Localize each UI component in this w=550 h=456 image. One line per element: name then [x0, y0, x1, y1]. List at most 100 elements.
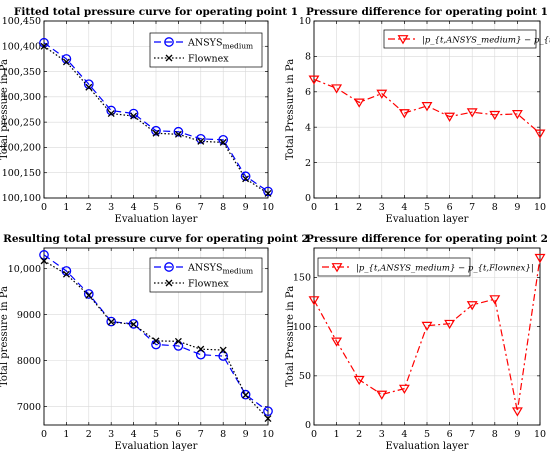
x-axis-label: Evaluation layer	[386, 441, 469, 452]
data-point	[466, 301, 478, 311]
legend-label: |p_{t,ANSYS_medium} − p_{t,Flownex}|	[422, 36, 550, 46]
x-tick-label: 9	[514, 429, 520, 440]
x-tick-label: 2	[86, 429, 92, 440]
series-2	[40, 42, 272, 197]
x-tick-label: 5	[153, 202, 159, 213]
y-axis-label: Total Pressure in Pa	[285, 59, 296, 160]
series-line	[43, 260, 269, 419]
y-tick-label: 100,200	[2, 143, 41, 154]
data-point	[534, 253, 546, 264]
y-axis-label: Total pressure in Pa	[0, 286, 10, 387]
data-point	[421, 102, 433, 112]
data-point	[219, 138, 227, 146]
data-point	[353, 98, 365, 108]
data-point	[174, 337, 182, 345]
data-point	[197, 137, 205, 145]
data-point	[219, 346, 227, 354]
x-tick-label: 8	[492, 429, 498, 440]
x-tick-label: 6	[447, 202, 453, 213]
data-point	[263, 406, 273, 417]
legend-box	[149, 32, 263, 68]
data-point	[398, 109, 410, 119]
x-tick-label: 2	[86, 202, 92, 213]
legend: ANSYSmedium Flownex	[149, 32, 263, 68]
legend-marker	[164, 262, 174, 272]
data-point	[107, 110, 115, 118]
data-point	[398, 384, 410, 394]
data-point	[195, 349, 206, 360]
data-point	[308, 75, 320, 85]
legend: |p_{t,ANSYS_medium} − p_{t,Flownex}|	[383, 29, 550, 49]
x-axis-label: Evaluation layer	[115, 214, 198, 225]
x-tick-label: 1	[334, 429, 340, 440]
x-tick-label: 1	[63, 202, 69, 213]
y-tick-label: 0	[305, 193, 311, 204]
legend: |p_{t,ANSYS_medium} − p_{t,Flownex}|	[317, 257, 534, 277]
data-point	[264, 189, 272, 197]
x-tick-label: 3	[379, 429, 385, 440]
data-point	[242, 391, 250, 399]
y-tick-label: 0	[305, 420, 311, 431]
y-tick-label: 8000	[17, 356, 41, 367]
y-tick-label: 7000	[17, 402, 41, 413]
x-tick-label: 10	[534, 429, 546, 440]
data-point	[218, 351, 229, 361]
x-tick-label: 8	[492, 202, 498, 213]
data-point	[264, 415, 272, 423]
data-point	[128, 108, 139, 119]
data-point	[130, 112, 138, 120]
data-point	[240, 171, 251, 182]
series-line	[43, 254, 269, 412]
legend: ANSYSmedium Flownex	[149, 257, 263, 293]
legend-marker	[165, 279, 173, 287]
x-tick-label: 2	[356, 202, 362, 213]
x-tick-label: 0	[41, 429, 47, 440]
legend-box	[149, 257, 263, 293]
y-tick-label: 9000	[17, 310, 41, 321]
x-axis-label: Evaluation layer	[115, 441, 198, 452]
x-tick-label: 7	[198, 202, 204, 213]
x-tick-label: 5	[153, 429, 159, 440]
data-point	[174, 130, 182, 138]
data-point	[466, 108, 478, 118]
chart-panel-1: 0 1 2 3 4 5 6 7 8 9 10 100,100 100,150 100,200 100,250…	[0, 6, 298, 225]
x-axis-label: Evaluation layer	[386, 214, 469, 225]
x-tick-label: 5	[424, 429, 430, 440]
legend-label: |p_{t,ANSYS_medium} − p_{t,Flownex}|	[356, 264, 534, 274]
x-tick-label: 0	[311, 202, 317, 213]
y-tick-label: 10,000	[8, 264, 41, 275]
data-point	[106, 105, 117, 116]
series-line	[313, 257, 541, 412]
y-axis-label: Total Pressure in Pa	[285, 286, 296, 387]
legend-box	[317, 257, 471, 277]
legend-marker	[331, 263, 343, 273]
x-tick-label: 4	[131, 202, 137, 213]
data-point	[106, 316, 117, 327]
data-point	[376, 390, 388, 400]
x-tick-label: 3	[108, 202, 114, 213]
data-point	[240, 389, 251, 400]
x-tick-label: 0	[311, 429, 317, 440]
y-axis-label: Total pressure in Pa	[0, 59, 10, 160]
series-line	[43, 42, 269, 192]
data-point	[421, 321, 433, 332]
y-tick-label: 10	[299, 16, 311, 27]
data-point	[242, 175, 250, 183]
data-point	[173, 126, 184, 137]
legend-label: ANSYSmedium	[187, 263, 253, 276]
data-point	[83, 79, 94, 90]
x-tick-label: 6	[175, 429, 181, 440]
x-tick-label: 9	[514, 202, 520, 213]
data-point	[511, 407, 523, 417]
legend-box	[383, 29, 537, 49]
data-point	[534, 129, 546, 139]
data-point	[263, 186, 273, 197]
series-1	[39, 250, 273, 417]
chart-title: Pressure difference for operating point …	[306, 6, 548, 18]
x-tick-label: 9	[243, 429, 249, 440]
y-tick-label: 100,350	[2, 67, 41, 78]
x-tick-label: 4	[401, 429, 407, 440]
